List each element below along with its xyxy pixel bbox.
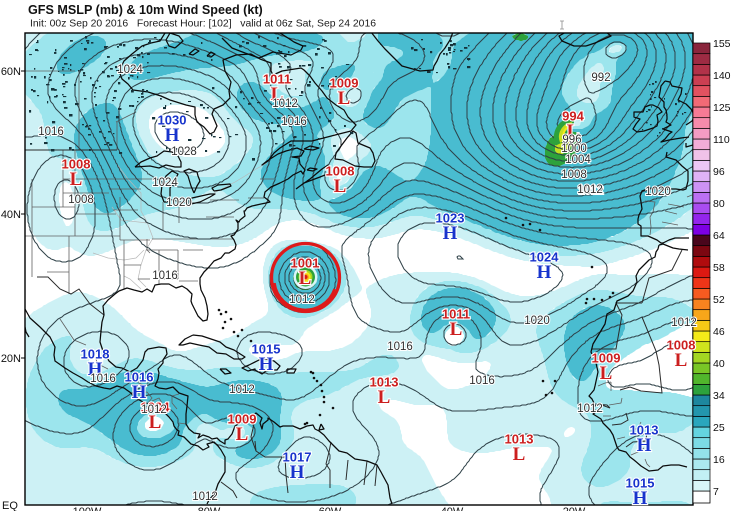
svg-text:96: 96 (713, 166, 725, 178)
svg-text:1016: 1016 (281, 116, 307, 128)
svg-text:H: H (637, 435, 652, 456)
svg-text:GFS MSLP (mb) & 10m Wind Speed: GFS MSLP (mb) & 10m Wind Speed (kt) (28, 3, 263, 17)
svg-text:7: 7 (713, 486, 719, 498)
svg-text:EQ: EQ (2, 500, 18, 511)
svg-text:H: H (443, 223, 458, 244)
svg-text:40N: 40N (1, 209, 21, 221)
svg-text:1012: 1012 (671, 317, 697, 329)
svg-text:58: 58 (713, 262, 725, 274)
svg-text:1020: 1020 (645, 186, 671, 198)
svg-text:155: 155 (713, 38, 731, 50)
svg-text:1012: 1012 (578, 185, 604, 197)
svg-text:1008: 1008 (62, 157, 91, 172)
svg-text:140: 140 (713, 70, 731, 82)
svg-text:1023: 1023 (436, 211, 465, 226)
svg-text:1008: 1008 (561, 169, 587, 181)
svg-text:L: L (70, 169, 83, 190)
svg-text:1013: 1013 (370, 375, 399, 390)
svg-text:H: H (633, 488, 648, 509)
svg-text:1013: 1013 (505, 432, 534, 447)
svg-text:1020: 1020 (166, 197, 192, 209)
svg-text:100W: 100W (73, 506, 102, 511)
svg-text:Init: 00z Sep 20 2016 Foreca: Init: 00z Sep 20 2016 Forecast Hour: [10… (30, 19, 376, 30)
svg-text:L: L (338, 88, 351, 109)
svg-text:1024: 1024 (152, 177, 178, 189)
svg-text:L: L (149, 412, 162, 433)
svg-text:H: H (88, 359, 103, 380)
svg-text:1011: 1011 (263, 72, 291, 87)
svg-text:1012: 1012 (577, 184, 603, 196)
svg-text:1012: 1012 (289, 294, 315, 306)
svg-text:1015: 1015 (626, 476, 655, 491)
svg-text:L: L (236, 424, 249, 445)
svg-text:80W: 80W (198, 506, 221, 511)
svg-text:1009: 1009 (228, 412, 257, 427)
svg-text:125: 125 (713, 102, 731, 114)
svg-text:1016: 1016 (125, 370, 154, 385)
svg-text:1008: 1008 (326, 164, 355, 179)
svg-text:1012: 1012 (141, 404, 167, 416)
svg-text:H: H (290, 462, 305, 483)
svg-text:1024: 1024 (530, 250, 560, 265)
svg-text:46: 46 (713, 326, 725, 338)
svg-text:64: 64 (713, 230, 725, 242)
svg-text:H: H (165, 125, 180, 146)
svg-text:H: H (537, 262, 552, 283)
svg-text:25: 25 (713, 422, 725, 434)
svg-text:1016: 1016 (90, 373, 116, 385)
svg-text:1011: 1011 (442, 307, 470, 322)
svg-text:L: L (675, 350, 688, 371)
svg-text:40: 40 (713, 358, 725, 370)
svg-text:1016: 1016 (469, 375, 495, 387)
svg-text:20N: 20N (1, 353, 21, 365)
svg-text:60N: 60N (1, 66, 21, 78)
svg-text:1020: 1020 (524, 315, 550, 327)
svg-text:1030: 1030 (158, 113, 187, 128)
svg-text:1012: 1012 (577, 403, 603, 415)
svg-text:L: L (450, 319, 463, 340)
svg-text:20W: 20W (563, 506, 586, 511)
svg-text:1017: 1017 (283, 450, 312, 465)
svg-text:1016: 1016 (387, 341, 413, 353)
svg-text:1018: 1018 (81, 347, 110, 362)
svg-text:1009: 1009 (592, 351, 621, 366)
svg-text:1013: 1013 (630, 423, 659, 438)
svg-text:L: L (567, 121, 580, 142)
svg-text:80: 80 (713, 198, 725, 210)
svg-text:1028: 1028 (171, 146, 197, 158)
svg-text:110: 110 (713, 134, 730, 146)
svg-text:996: 996 (562, 134, 581, 146)
svg-text:40W: 40W (441, 506, 464, 511)
svg-text:1009: 1009 (330, 76, 359, 91)
svg-text:1012: 1012 (192, 491, 218, 503)
svg-text:60W: 60W (319, 506, 342, 511)
svg-text:1012: 1012 (229, 384, 255, 396)
svg-text:L: L (378, 387, 391, 408)
svg-text:1024: 1024 (117, 64, 143, 76)
svg-text:994: 994 (562, 109, 584, 124)
svg-text:L: L (299, 268, 312, 289)
svg-text:H: H (259, 354, 274, 375)
svg-text:1000: 1000 (561, 143, 587, 155)
svg-text:52: 52 (713, 294, 725, 306)
svg-text:H: H (132, 382, 147, 403)
svg-text:1015: 1015 (252, 342, 281, 357)
svg-text:992: 992 (591, 72, 610, 84)
svg-text:L: L (600, 363, 613, 384)
svg-text:1008: 1008 (667, 338, 696, 353)
svg-text:1016: 1016 (152, 270, 178, 282)
svg-text:34: 34 (713, 390, 725, 402)
svg-text:L: L (271, 84, 284, 105)
svg-text:L: L (334, 176, 347, 197)
svg-text:1004: 1004 (141, 400, 171, 415)
svg-text:1012: 1012 (272, 98, 298, 110)
svg-text:L: L (513, 444, 526, 465)
svg-text:1004: 1004 (565, 154, 591, 166)
svg-text:1016: 1016 (38, 126, 64, 138)
svg-text:16: 16 (713, 454, 725, 466)
svg-text:1001: 1001 (291, 256, 320, 271)
svg-text:1008: 1008 (68, 194, 94, 206)
